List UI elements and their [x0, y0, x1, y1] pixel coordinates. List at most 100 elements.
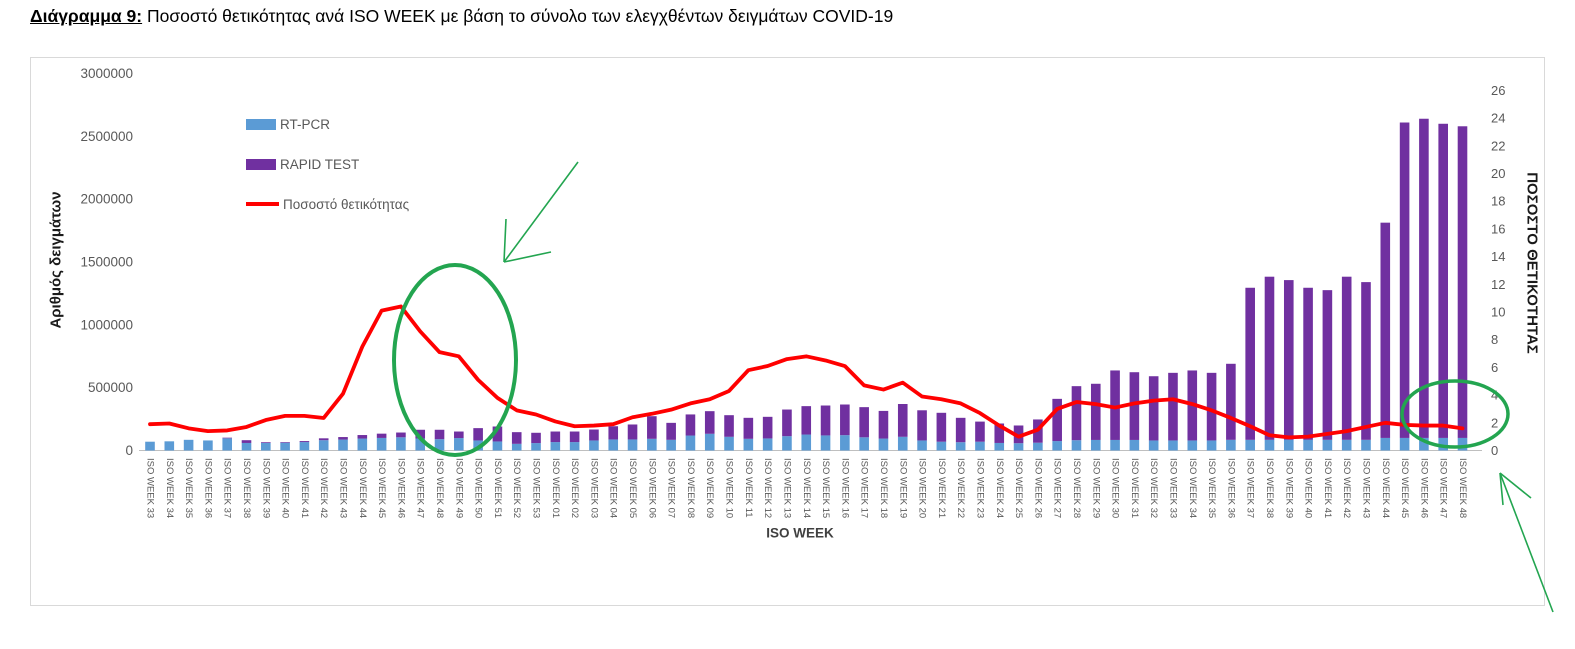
bar-rapid-test	[801, 406, 812, 435]
bar-rt-pcr	[1013, 443, 1024, 451]
bar-rt-pcr	[589, 440, 599, 451]
bar-rapid-test	[955, 417, 966, 443]
bar-rapid-test	[1245, 287, 1255, 440]
bar-rt-pcr	[164, 441, 175, 451]
right-axis-tick-label: 6	[1491, 360, 1498, 375]
bar-rapid-test	[762, 416, 773, 439]
x-tick-label: ISO WEEK 37	[222, 458, 233, 518]
bar-rt-pcr	[1419, 437, 1429, 451]
legend-item-positivity: Ποσοστό θετικότητας	[246, 184, 409, 224]
x-tick-label: ISO WEEK 01	[550, 458, 561, 518]
bar-rapid-test	[511, 432, 522, 444]
bar-rt-pcr	[1090, 439, 1101, 451]
bar-rapid-test	[647, 416, 657, 439]
bar-rt-pcr	[145, 441, 155, 451]
x-tick-label: ISO WEEK 27	[1052, 458, 1063, 518]
bar-rt-pcr	[473, 440, 483, 451]
bar-rapid-test	[743, 417, 754, 439]
x-tick-label: ISO WEEK 35	[1206, 458, 1217, 518]
bar-rt-pcr	[917, 440, 927, 451]
right-axis-tick-label: 0	[1491, 443, 1498, 458]
bar-rt-pcr	[318, 440, 329, 451]
x-tick-label: ISO WEEK 02	[569, 458, 580, 518]
right-axis-tick-label: 10	[1491, 305, 1505, 320]
x-tick-label: ISO WEEK 06	[646, 458, 657, 518]
left-axis-tick-label: 500000	[88, 380, 133, 395]
bar-rapid-test	[1341, 276, 1352, 440]
bar-rt-pcr	[511, 443, 522, 451]
legend-label: Ποσοστό θετικότητας	[283, 196, 410, 212]
bar-rt-pcr	[376, 437, 387, 451]
bar-rapid-test	[396, 432, 406, 438]
bar-rapid-test	[1322, 290, 1333, 440]
left-axis-tick-label: 1500000	[80, 255, 133, 270]
bar-rt-pcr	[1361, 439, 1371, 451]
bar-rt-pcr	[261, 442, 271, 451]
bar-rt-pcr	[955, 442, 966, 451]
x-tick-label: ISO WEEK 18	[878, 458, 889, 518]
bar-rt-pcr	[183, 439, 194, 451]
page-title-text: Ποσοστό θετικότητας ανά ISO WEEK με βάση…	[142, 6, 894, 26]
bar-rt-pcr	[357, 438, 368, 451]
bar-rt-pcr	[222, 438, 233, 451]
x-tick-label: ISO WEEK 03	[588, 458, 599, 518]
bar-rapid-test	[917, 410, 927, 441]
bar-rt-pcr	[1033, 442, 1043, 451]
right-axis-title: ΠΟΣΟΣΤΟ ΘΕΤΙΚΟΤΗΤΑΣ	[1523, 172, 1541, 354]
bar-rt-pcr	[1457, 437, 1468, 451]
x-tick-label: ISO WEEK 47	[415, 458, 426, 518]
bar-rapid-test	[415, 429, 426, 439]
annotation-ellipse-1	[392, 263, 518, 457]
x-tick-label: ISO WEEK 14	[801, 458, 812, 518]
bar-rapid-test	[936, 412, 947, 442]
bar-rapid-test	[531, 432, 541, 444]
x-tick-label: ISO WEEK 23	[974, 458, 985, 518]
bar-rapid-test	[724, 415, 734, 437]
right-axis-tick-label: 22	[1491, 138, 1505, 153]
x-tick-label: ISO WEEK 48	[434, 458, 445, 518]
bar-rt-pcr	[820, 435, 831, 451]
bar-rt-pcr	[975, 441, 985, 451]
right-axis-tick-label: 4	[1491, 388, 1498, 403]
x-tick-label: ISO WEEK 17	[859, 458, 870, 518]
right-axis-tick-label: 18	[1491, 194, 1505, 209]
bar-rt-pcr	[936, 441, 947, 451]
bar-rt-pcr	[762, 438, 773, 451]
bar-rt-pcr	[396, 437, 406, 451]
right-axis-tick-label: 24	[1491, 111, 1505, 126]
bar-rapid-test	[627, 424, 638, 440]
bar-rapid-test	[1399, 122, 1410, 438]
page-title-number: Διάγραμμα 9:	[30, 6, 143, 26]
x-tick-label: ISO WEEK 30	[1110, 458, 1121, 518]
bar-rapid-test	[434, 429, 445, 440]
bar-rt-pcr	[550, 442, 561, 451]
bar-rapid-test	[1419, 118, 1429, 438]
x-tick-label: ISO WEEK 26	[1032, 458, 1043, 518]
bar-rapid-test	[318, 438, 329, 441]
x-tick-label: ISO WEEK 33	[145, 458, 156, 518]
bar-rt-pcr	[569, 442, 580, 451]
bar-rt-pcr	[994, 442, 1005, 451]
x-tick-label: ISO WEEK 49	[453, 458, 464, 518]
left-axis-title: Αριθμός δειγμάτων	[47, 191, 65, 329]
x-tick-label: ISO WEEK 12	[762, 458, 773, 518]
bar-rt-pcr	[1206, 440, 1217, 451]
bar-rapid-test	[1361, 282, 1371, 440]
bar-rapid-test	[1226, 363, 1236, 440]
annotation-arrow-1-barb	[503, 218, 507, 263]
x-tick-label: ISO WEEK 37	[1245, 458, 1256, 518]
x-tick-label: ISO WEEK 05	[627, 458, 638, 518]
positivity-line	[148, 304, 1465, 440]
x-tick-label: ISO WEEK 44	[1380, 458, 1391, 518]
annotation-arrow-1-barb	[503, 251, 552, 263]
x-tick-label: ISO WEEK 41	[1322, 458, 1333, 518]
bar-rapid-test	[975, 421, 985, 442]
chart-legend: RT-PCR RAPID TEST Ποσοστό θετικότητας	[246, 104, 409, 224]
bar-rapid-test	[685, 414, 696, 436]
x-tick-label: ISO WEEK 34	[164, 458, 175, 518]
bar-rapid-test	[473, 428, 483, 441]
x-tick-label: ISO WEEK 41	[299, 458, 310, 518]
right-axis-tick-label: 14	[1491, 249, 1505, 264]
bar-rt-pcr	[1438, 437, 1448, 451]
x-tick-label: ISO WEEK 36	[1225, 458, 1236, 518]
